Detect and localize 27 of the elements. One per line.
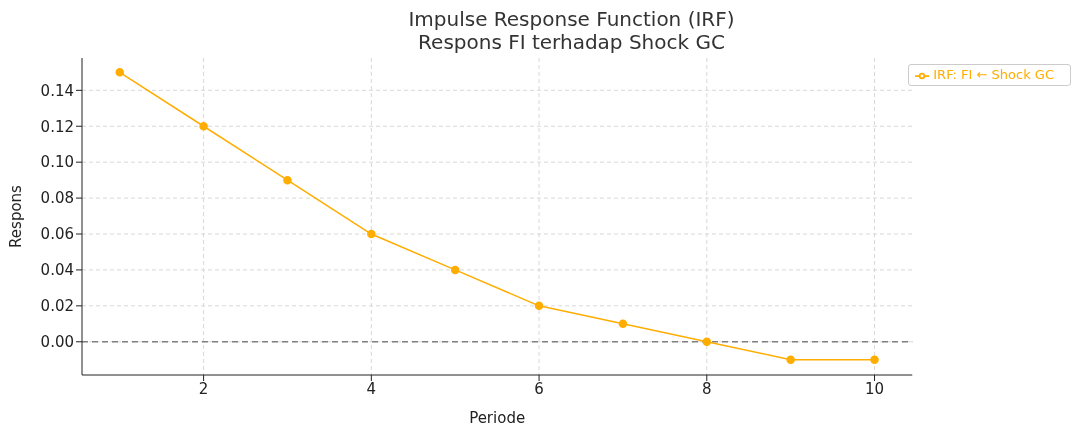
y-tick-label: 0.08 (40, 189, 74, 208)
point (534, 301, 544, 311)
point (199, 122, 208, 131)
point (115, 68, 124, 77)
y-tick-label: 0.02 (40, 297, 74, 316)
x-tick-label: 8 (702, 379, 712, 398)
y-axis-title: Respons (7, 184, 26, 248)
x-axis-title: Periode (469, 409, 526, 427)
x-tick-label: 10 (864, 379, 885, 398)
point (283, 175, 292, 185)
x-tick-label: 2 (198, 379, 209, 398)
legend-label: IRF: FI ← Shock GC (933, 67, 1054, 82)
point (450, 265, 460, 275)
y-tick-label: 0.00 (40, 333, 74, 352)
x-tick-label: 4 (366, 379, 377, 398)
y-tick-label: 0.14 (40, 81, 74, 100)
point (367, 229, 376, 239)
y-tick-label: 0.04 (40, 261, 74, 280)
x-tick-label: 6 (534, 379, 544, 398)
point (870, 355, 879, 364)
y-tick-label: 0.10 (40, 153, 74, 172)
chart-title: Impulse Response Function (IRF) Respons FI terhadap Shock GC (407, 7, 736, 56)
point (702, 337, 712, 347)
point (618, 319, 628, 329)
point (786, 355, 795, 364)
y-tick-label: 0.06 (40, 225, 74, 244)
y-tick-label: 0.12 (40, 117, 74, 136)
